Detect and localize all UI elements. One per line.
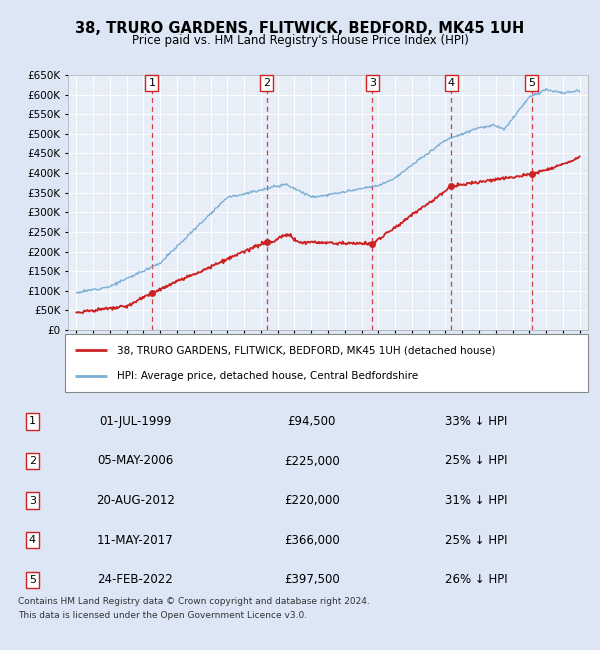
Text: 33% ↓ HPI: 33% ↓ HPI (445, 415, 508, 428)
Text: 31% ↓ HPI: 31% ↓ HPI (445, 494, 508, 507)
Text: £94,500: £94,500 (287, 415, 336, 428)
Text: 2: 2 (263, 78, 271, 88)
Text: 38, TRURO GARDENS, FLITWICK, BEDFORD, MK45 1UH: 38, TRURO GARDENS, FLITWICK, BEDFORD, MK… (76, 21, 524, 36)
Text: 25% ↓ HPI: 25% ↓ HPI (445, 534, 508, 547)
Text: £225,000: £225,000 (284, 454, 340, 467)
Text: This data is licensed under the Open Government Licence v3.0.: This data is licensed under the Open Gov… (18, 610, 307, 619)
Text: HPI: Average price, detached house, Central Bedfordshire: HPI: Average price, detached house, Cent… (118, 370, 418, 381)
Text: Price paid vs. HM Land Registry's House Price Index (HPI): Price paid vs. HM Land Registry's House … (131, 34, 469, 47)
Text: 3: 3 (369, 78, 376, 88)
Text: 2: 2 (29, 456, 36, 466)
Text: £397,500: £397,500 (284, 573, 340, 586)
Text: 01-JUL-1999: 01-JUL-1999 (99, 415, 172, 428)
Text: £220,000: £220,000 (284, 494, 340, 507)
Text: 4: 4 (29, 535, 36, 545)
Text: 26% ↓ HPI: 26% ↓ HPI (445, 573, 508, 586)
Text: 05-MAY-2006: 05-MAY-2006 (97, 454, 173, 467)
Text: 38, TRURO GARDENS, FLITWICK, BEDFORD, MK45 1UH (detached house): 38, TRURO GARDENS, FLITWICK, BEDFORD, MK… (118, 345, 496, 356)
Text: 5: 5 (529, 78, 535, 88)
Text: 24-FEB-2022: 24-FEB-2022 (97, 573, 173, 586)
Text: 25% ↓ HPI: 25% ↓ HPI (445, 454, 508, 467)
Text: 1: 1 (148, 78, 155, 88)
Text: 5: 5 (29, 575, 36, 585)
Text: 4: 4 (448, 78, 455, 88)
Text: 3: 3 (29, 495, 36, 506)
Text: Contains HM Land Registry data © Crown copyright and database right 2024.: Contains HM Land Registry data © Crown c… (18, 597, 370, 606)
Text: £366,000: £366,000 (284, 534, 340, 547)
Text: 11-MAY-2017: 11-MAY-2017 (97, 534, 173, 547)
FancyBboxPatch shape (65, 334, 588, 392)
Text: 1: 1 (29, 417, 36, 426)
Text: 20-AUG-2012: 20-AUG-2012 (96, 494, 175, 507)
